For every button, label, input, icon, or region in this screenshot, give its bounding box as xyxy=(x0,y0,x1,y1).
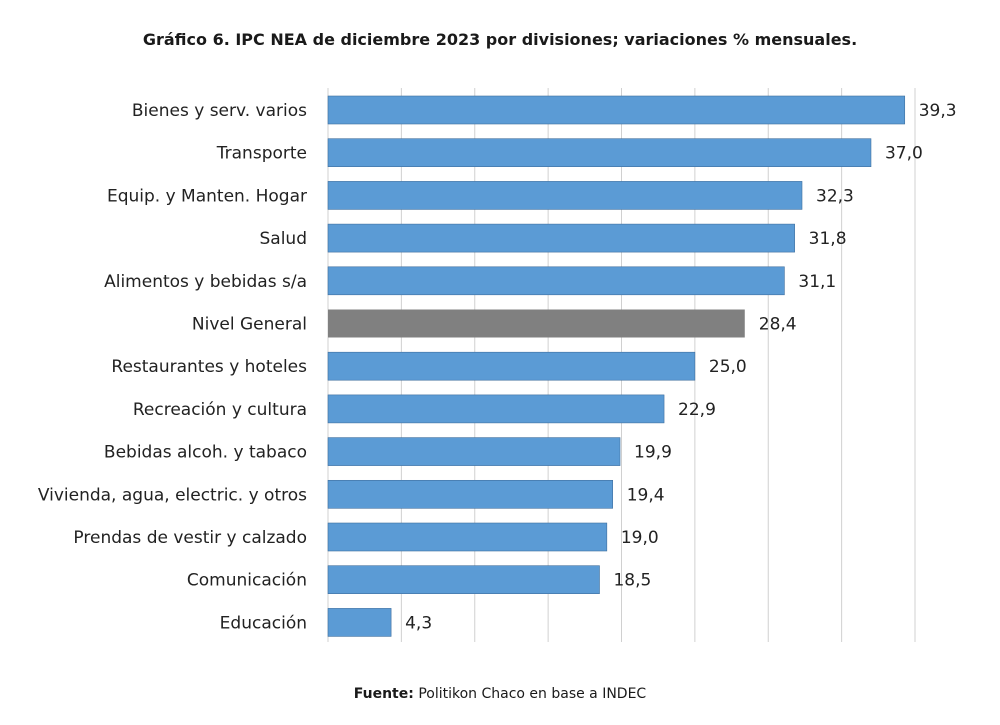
bar xyxy=(327,394,665,424)
data-label: 31,8 xyxy=(809,229,847,249)
bar xyxy=(328,309,745,338)
source-text: Politikon Chaco en base a INDEC xyxy=(418,686,647,702)
value-labels: 39,3 37,0 32,3 31,8 31,1 28,4 25,0 22,9 19,9 19,4… xyxy=(405,101,956,633)
bar xyxy=(327,522,608,552)
category-label: Alimentos y bebidas s/a xyxy=(104,272,307,292)
category-label: Vivienda, agua, electric. y otros xyxy=(38,485,307,505)
source-note: Fuente: Politikon Chaco en base a INDEC xyxy=(0,686,1000,702)
category-label: Nivel General xyxy=(192,315,307,335)
data-label: 39,3 xyxy=(919,101,957,121)
bar xyxy=(327,351,696,381)
category-labels: Bienes y serv. varios Transporte Equip. y … xyxy=(38,101,307,633)
category-label: Bebidas alcoh. y tabaco xyxy=(104,443,307,463)
category-label: Restaurantes y hoteles xyxy=(111,357,307,377)
bar xyxy=(327,608,392,637)
category-label: Bienes y serv. varios xyxy=(132,101,307,121)
bar xyxy=(327,565,600,595)
data-label: 19,4 xyxy=(627,485,665,505)
category-label: Salud xyxy=(260,229,308,249)
category-label: Comunicación xyxy=(187,571,307,591)
bars xyxy=(327,95,906,637)
data-label: 22,9 xyxy=(678,400,716,420)
bar xyxy=(327,437,621,466)
source-label: Fuente: xyxy=(353,686,414,702)
data-label: 37,0 xyxy=(885,144,923,164)
data-label: 31,1 xyxy=(798,272,836,292)
bar xyxy=(327,266,785,296)
data-label: 19,9 xyxy=(634,443,672,463)
data-label: 4,3 xyxy=(405,613,432,633)
category-label: Prendas de vestir y calzado xyxy=(73,528,307,548)
data-label: 25,0 xyxy=(709,357,747,377)
data-label: 28,4 xyxy=(759,315,797,335)
category-label: Transporte xyxy=(216,144,307,164)
bar xyxy=(327,95,906,125)
bar xyxy=(327,138,872,167)
bar xyxy=(327,223,795,253)
category-label: Educación xyxy=(220,613,307,633)
chart-title: Gráfico 6. IPC NEA de diciembre 2023 por… xyxy=(142,30,858,49)
category-label: Equip. y Manten. Hogar xyxy=(107,186,307,206)
bar xyxy=(327,479,613,509)
data-label: 18,5 xyxy=(613,571,651,591)
category-label: Recreación y cultura xyxy=(133,400,307,420)
data-label: 19,0 xyxy=(621,528,659,548)
bar xyxy=(327,181,803,210)
data-label: 32,3 xyxy=(816,186,854,206)
